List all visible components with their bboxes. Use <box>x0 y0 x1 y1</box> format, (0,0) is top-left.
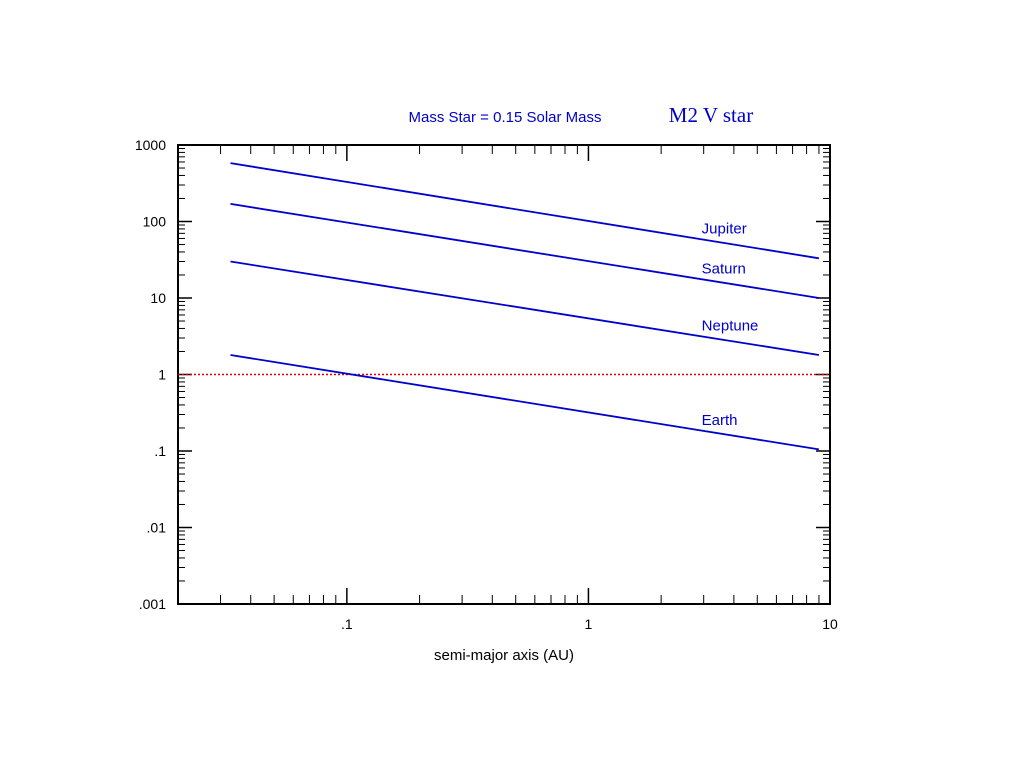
series-lines <box>230 162 820 451</box>
x-tick-label: .1 <box>341 616 353 632</box>
y-tick-label: .001 <box>139 596 166 612</box>
y-tick-label: 100 <box>143 214 167 230</box>
series-label-jupiter: Jupiter <box>702 221 747 238</box>
x-tick-labels: .1 1 10 <box>341 616 838 632</box>
y-tick-label: 1 <box>158 367 166 383</box>
chart-subtitle: M2 V star <box>669 103 753 127</box>
x-axis-label: semi-major axis (AU) <box>434 647 574 664</box>
y-tick-label: .1 <box>154 443 166 459</box>
series-line-earth <box>230 354 820 451</box>
y-tick-label: .01 <box>147 520 167 536</box>
y-tick-label: 10 <box>150 290 166 306</box>
series-line-saturn <box>230 203 820 299</box>
series-label-saturn: Saturn <box>702 261 746 278</box>
y-tick-label: 1000 <box>135 137 166 153</box>
series-label-neptune: Neptune <box>702 318 759 335</box>
x-tick-label: 1 <box>585 616 593 632</box>
series-line-jupiter <box>230 162 820 260</box>
series-labels: Jupiter Saturn Neptune Earth <box>702 221 759 429</box>
y-tick-labels: .001 .01 .1 1 10 100 1000 <box>135 137 166 612</box>
series-label-earth: Earth <box>702 412 738 429</box>
chart-title: Mass Star = 0.15 Solar Mass <box>409 109 602 126</box>
minor-ticks <box>177 145 830 604</box>
x-tick-label: 10 <box>822 616 838 632</box>
series-line-neptune <box>230 260 820 356</box>
